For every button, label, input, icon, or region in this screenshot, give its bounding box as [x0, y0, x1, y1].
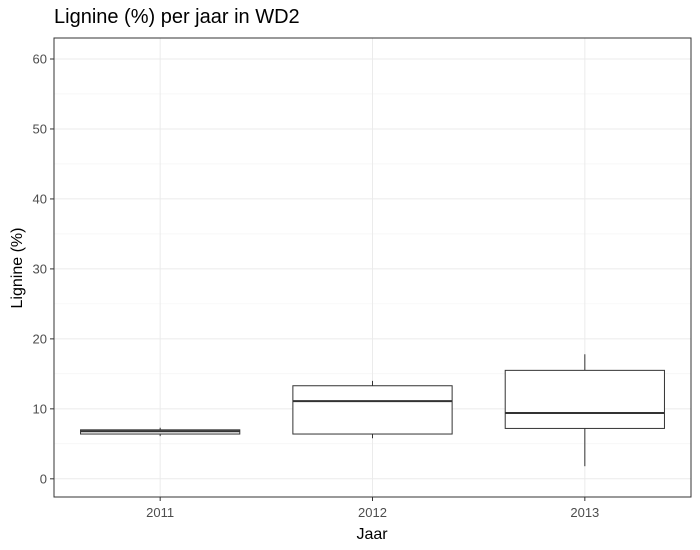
chart-title: Lignine (%) per jaar in WD2: [54, 6, 300, 28]
y-tick-label: 0: [40, 471, 47, 486]
y-tick-label: 50: [33, 121, 47, 136]
x-tick-label: 2011: [146, 505, 174, 520]
boxplots: [80, 354, 665, 467]
box-2013: [504, 369, 665, 429]
y-tick-label: 10: [33, 401, 47, 416]
y-tick-label: 30: [33, 261, 47, 276]
x-axis-title: Jaar: [356, 526, 388, 543]
x-tick-label: 2012: [358, 505, 387, 520]
y-tick-label: 40: [33, 191, 47, 206]
x-axis: 2011 2012 2013: [146, 497, 599, 520]
y-axis-title: Lignine (%): [9, 228, 26, 309]
x-tick-label: 2013: [570, 505, 599, 520]
y-tick-label: 60: [33, 51, 47, 66]
box-2012: [292, 385, 453, 435]
y-tick-label: 20: [33, 331, 47, 346]
y-axis: 0 10 20 30 40 50 60: [33, 51, 54, 486]
